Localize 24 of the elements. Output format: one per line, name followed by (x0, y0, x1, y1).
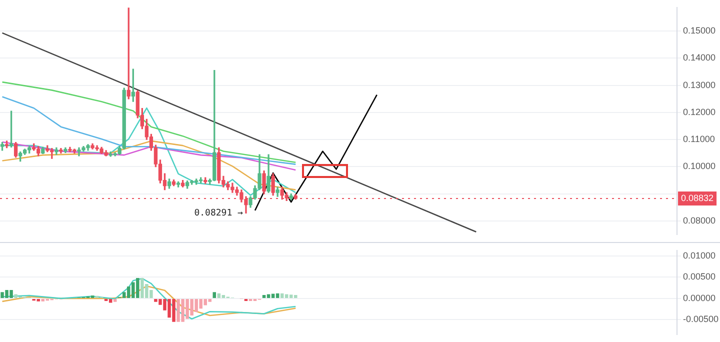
bar (212, 292, 216, 298)
y-tick-label: -0.00500 (683, 314, 719, 324)
y-tick-label: 0.00000 (683, 292, 716, 303)
y-tick-label: 0.01000 (683, 250, 716, 260)
bar (262, 295, 266, 298)
y-tick-label: 0.15000 (683, 26, 716, 36)
y-tick-label: 0.11000 (683, 134, 715, 144)
bar (280, 293, 284, 298)
bar (266, 294, 270, 298)
bar (284, 294, 288, 298)
bar (276, 293, 280, 298)
bar (90, 295, 94, 298)
y-tick-label: 0.10000 (683, 161, 716, 172)
y-tick-label: 0.12000 (683, 106, 716, 117)
bar (289, 294, 293, 298)
y-tick-label: 0.14000 (683, 52, 716, 63)
bar (222, 295, 226, 298)
bar (217, 293, 221, 298)
annotation: 0.08291 → (194, 208, 244, 218)
y-tick-label: 0.13000 (683, 80, 716, 90)
y-tick-label: 0.08000 (683, 216, 716, 226)
ref-line-label: 0.08832 (681, 192, 714, 203)
bar (113, 298, 117, 302)
y-tick-label: 0.00500 (683, 272, 716, 282)
